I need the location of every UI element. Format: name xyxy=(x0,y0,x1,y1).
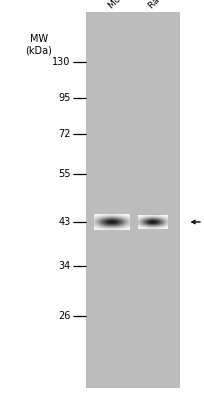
Text: 34: 34 xyxy=(58,261,70,271)
Text: MW
(kDa): MW (kDa) xyxy=(25,34,52,56)
Text: Rat brain: Rat brain xyxy=(147,0,182,10)
Text: 72: 72 xyxy=(58,129,70,139)
Text: 95: 95 xyxy=(58,93,70,103)
Bar xyxy=(86,12,180,388)
Text: 130: 130 xyxy=(52,57,70,67)
Text: 55: 55 xyxy=(58,169,70,179)
Text: 26: 26 xyxy=(58,311,70,321)
Text: 43: 43 xyxy=(58,217,70,227)
Text: Mouse brain: Mouse brain xyxy=(107,0,152,10)
